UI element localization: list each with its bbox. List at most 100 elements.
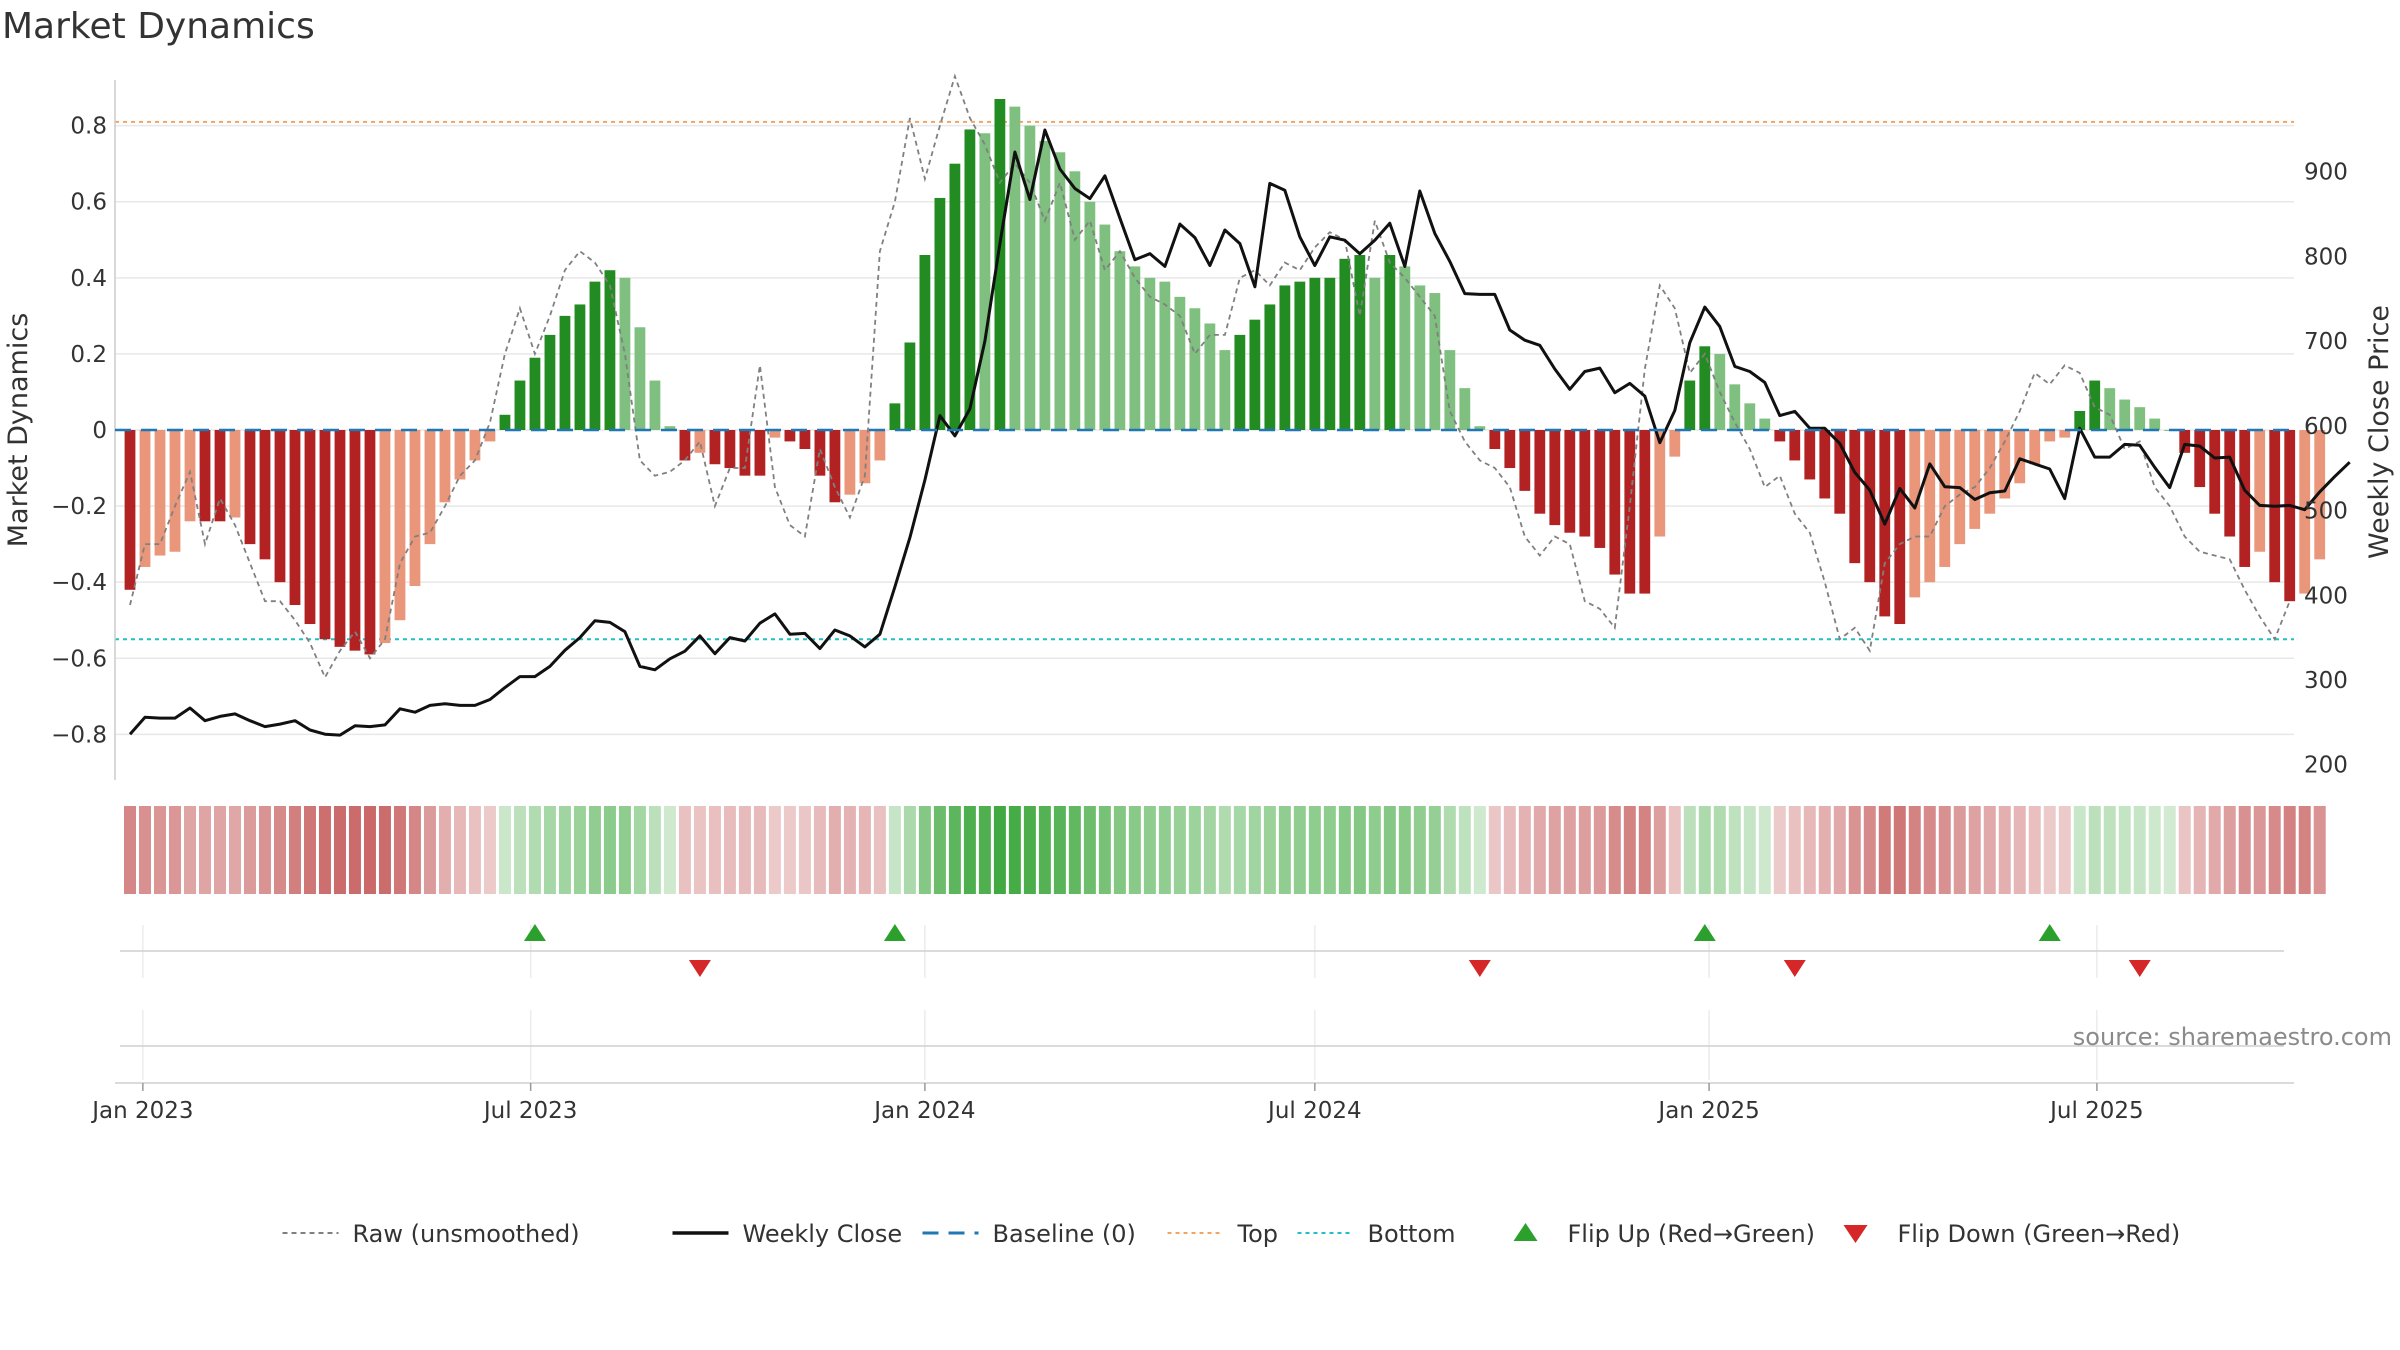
- heat-cell: [213, 806, 226, 894]
- heat-cell: [1878, 806, 1891, 894]
- dynamics-bar: [1759, 418, 1771, 430]
- heat-cell: [798, 806, 811, 894]
- dynamics-bar: [1414, 285, 1426, 430]
- flip-up-marker: [2038, 924, 2061, 941]
- dynamics-bar: [919, 255, 931, 430]
- heat-cell: [348, 806, 361, 894]
- heat-cell: [1788, 806, 1801, 894]
- heat-cell: [918, 806, 931, 894]
- dynamics-bar: [1219, 350, 1231, 430]
- dynamics-bar: [244, 430, 256, 545]
- flip-up-marker: [1693, 924, 1716, 941]
- left-y-axis-label: Market Dynamics: [3, 313, 34, 548]
- heat-cell: [2058, 806, 2071, 894]
- dynamics-bar: [889, 403, 901, 430]
- legend-item-raw: Raw (unsmoothed): [282, 1220, 580, 1248]
- legend-swatch: [1843, 1225, 1868, 1243]
- dynamics-bar: [604, 270, 616, 430]
- heat-cell: [768, 806, 781, 894]
- dynamics-bar: [844, 430, 856, 495]
- heat-cell: [243, 806, 256, 894]
- heat-cell: [1398, 806, 1411, 894]
- dynamics-bar: [799, 430, 811, 450]
- dynamics-bar: [1114, 251, 1126, 430]
- dynamics-bar: [1984, 430, 1996, 514]
- heat-cell: [258, 806, 271, 894]
- dynamics-bar: [694, 430, 706, 453]
- dynamics-bar: [1804, 430, 1816, 480]
- heat-cell: [843, 806, 856, 894]
- right-tick-label: 600: [2304, 414, 2348, 440]
- heat-cell: [1923, 806, 1936, 894]
- heat-cell: [963, 806, 976, 894]
- dynamics-bar: [1024, 125, 1036, 431]
- dynamics-bar: [1249, 319, 1261, 430]
- heat-cell: [1473, 806, 1486, 894]
- dynamics-bar: [769, 430, 781, 438]
- left-tick-label: −0.4: [51, 570, 107, 596]
- heat-cell: [198, 806, 211, 894]
- heat-cell: [2178, 806, 2191, 894]
- legend-label: Weekly Close: [743, 1220, 903, 1248]
- regime-heat-strip: [123, 806, 2326, 894]
- dynamics-bar: [1564, 430, 1576, 533]
- dynamics-bar: [1654, 430, 1666, 537]
- dynamics-bar: [1399, 266, 1411, 430]
- dynamics-bar: [1099, 224, 1111, 430]
- dynamics-bar: [1039, 140, 1051, 430]
- dynamics-bar: [1924, 430, 1936, 583]
- dynamics-bar: [1474, 426, 1486, 430]
- dynamics-bar: [2104, 388, 2116, 430]
- dynamics-bar: [2209, 430, 2221, 514]
- heat-cell: [1053, 806, 1066, 894]
- heat-cell: [888, 806, 901, 894]
- dynamics-bar: [1939, 430, 1951, 567]
- dynamics-bar: [169, 430, 181, 552]
- heat-cell: [1833, 806, 1846, 894]
- dynamics-bar: [2299, 430, 2311, 594]
- dynamics-bar: [1234, 334, 1246, 430]
- left-tick-label: 0.4: [70, 266, 107, 292]
- x-tick-label: Jan 2024: [872, 1098, 975, 1124]
- heat-cell: [1713, 806, 1726, 894]
- heat-cell: [738, 806, 751, 894]
- heat-cell: [1698, 806, 1711, 894]
- dynamics-bar: [124, 430, 136, 590]
- dynamics-bar: [2119, 399, 2131, 430]
- dynamics-bar: [1609, 430, 1621, 575]
- heat-cell: [2238, 806, 2251, 894]
- heat-cell: [1578, 806, 1591, 894]
- heat-cell: [1128, 806, 1141, 894]
- left-tick-label: −0.2: [51, 494, 107, 520]
- heat-cell: [378, 806, 391, 894]
- heat-cell: [318, 806, 331, 894]
- heat-cell: [978, 806, 991, 894]
- dynamics-bar: [1909, 430, 1921, 598]
- dynamics-bar: [994, 99, 1006, 431]
- dynamics-bar: [1699, 346, 1711, 430]
- dynamics-bar: [469, 430, 481, 461]
- dynamics-bar: [754, 430, 766, 476]
- dynamics-bar: [619, 277, 631, 430]
- heat-cell: [1818, 806, 1831, 894]
- heat-cell: [1983, 806, 1996, 894]
- heat-cell: [1593, 806, 1606, 894]
- left-tick-label: 0.6: [70, 190, 107, 216]
- heat-cell: [1653, 806, 1666, 894]
- dynamics-bar: [1639, 430, 1651, 594]
- dynamics-bar: [1519, 430, 1531, 491]
- heat-cell: [588, 806, 601, 894]
- right-tick-label: 400: [2304, 583, 2348, 609]
- heat-cell: [2043, 806, 2056, 894]
- heat-cell: [903, 806, 916, 894]
- legend-item-flip_down: Flip Down (Green→Red): [1843, 1220, 2180, 1248]
- heat-cell: [483, 806, 496, 894]
- heat-cell: [1608, 806, 1621, 894]
- dynamics-bar: [949, 163, 961, 430]
- heat-cell: [1518, 806, 1531, 894]
- dynamics-bar: [979, 133, 991, 430]
- dynamics-bars: [124, 99, 2326, 655]
- dynamics-bar: [709, 430, 721, 465]
- heat-cell: [138, 806, 151, 894]
- dynamics-bar: [664, 426, 676, 430]
